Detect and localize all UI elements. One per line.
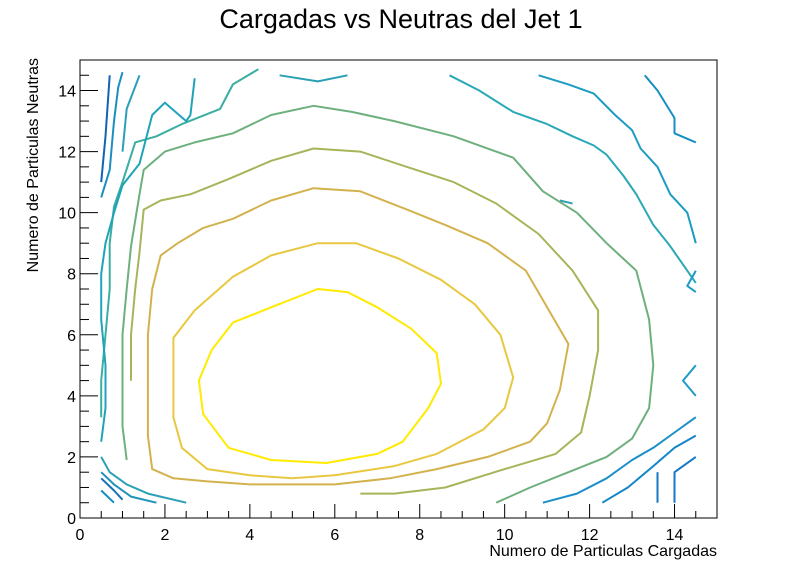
- x-tick-label: 10: [496, 527, 514, 544]
- contour-line-11: [686, 270, 697, 293]
- x-axis-label: Numero de Particulas Cargadas: [489, 543, 717, 560]
- contour-line-10: [644, 74, 697, 144]
- y-tick-label: 10: [58, 206, 76, 223]
- contour-line-17: [100, 456, 187, 504]
- contour-line-6: [100, 78, 196, 442]
- y-tick-label: 2: [67, 450, 76, 467]
- contour-line-24: [559, 199, 573, 205]
- x-tick-label: 14: [666, 527, 684, 544]
- x-tick-label: 8: [415, 527, 424, 544]
- contour-line-22: [100, 75, 111, 183]
- contour-line-9: [538, 74, 697, 244]
- x-tick-label: 0: [76, 527, 85, 544]
- contour-line-4: [121, 104, 655, 504]
- x-tick-label: 4: [245, 527, 254, 544]
- contour-line-13: [542, 416, 697, 504]
- y-tick-label: 8: [67, 267, 76, 284]
- y-axis-label: Numero de Particulas Neutras: [25, 58, 42, 272]
- contour-line-14: [601, 434, 697, 504]
- y-tick-label: 6: [67, 328, 76, 345]
- contour-line-8: [449, 74, 697, 284]
- plot-area: [100, 68, 697, 504]
- contour-line-12: [682, 364, 697, 397]
- x-tick-label: 12: [581, 527, 599, 544]
- y-tick-label: 0: [67, 511, 76, 528]
- contour-line-19: [100, 477, 124, 501]
- contour-line-21: [100, 71, 124, 198]
- contour-line-15: [673, 456, 697, 503]
- contour-line-18: [100, 471, 157, 504]
- y-axis: 0 2 4 6 8 10 12 14: [58, 59, 98, 528]
- contour-line-20: [100, 489, 115, 504]
- contour-line-7: [279, 74, 348, 83]
- y-tick-label: 12: [58, 145, 76, 162]
- contour-line-3: [130, 147, 600, 495]
- x-axis: 0 2 4 6 8 10 12 14: [76, 504, 718, 544]
- chart-title: Cargadas vs Neutras del Jet 1: [219, 4, 582, 34]
- x-tick-label: 6: [330, 527, 339, 544]
- y-tick-label: 4: [67, 389, 76, 406]
- y-tick-label: 14: [58, 84, 76, 101]
- contour-line-5: [100, 68, 259, 418]
- contour-line-0: [197, 288, 442, 464]
- contour-line-1: [172, 242, 515, 480]
- plot-frame: [79, 59, 718, 519]
- contour-line-2: [146, 187, 570, 486]
- x-tick-label: 2: [160, 527, 169, 544]
- contour-line-23: [121, 74, 141, 152]
